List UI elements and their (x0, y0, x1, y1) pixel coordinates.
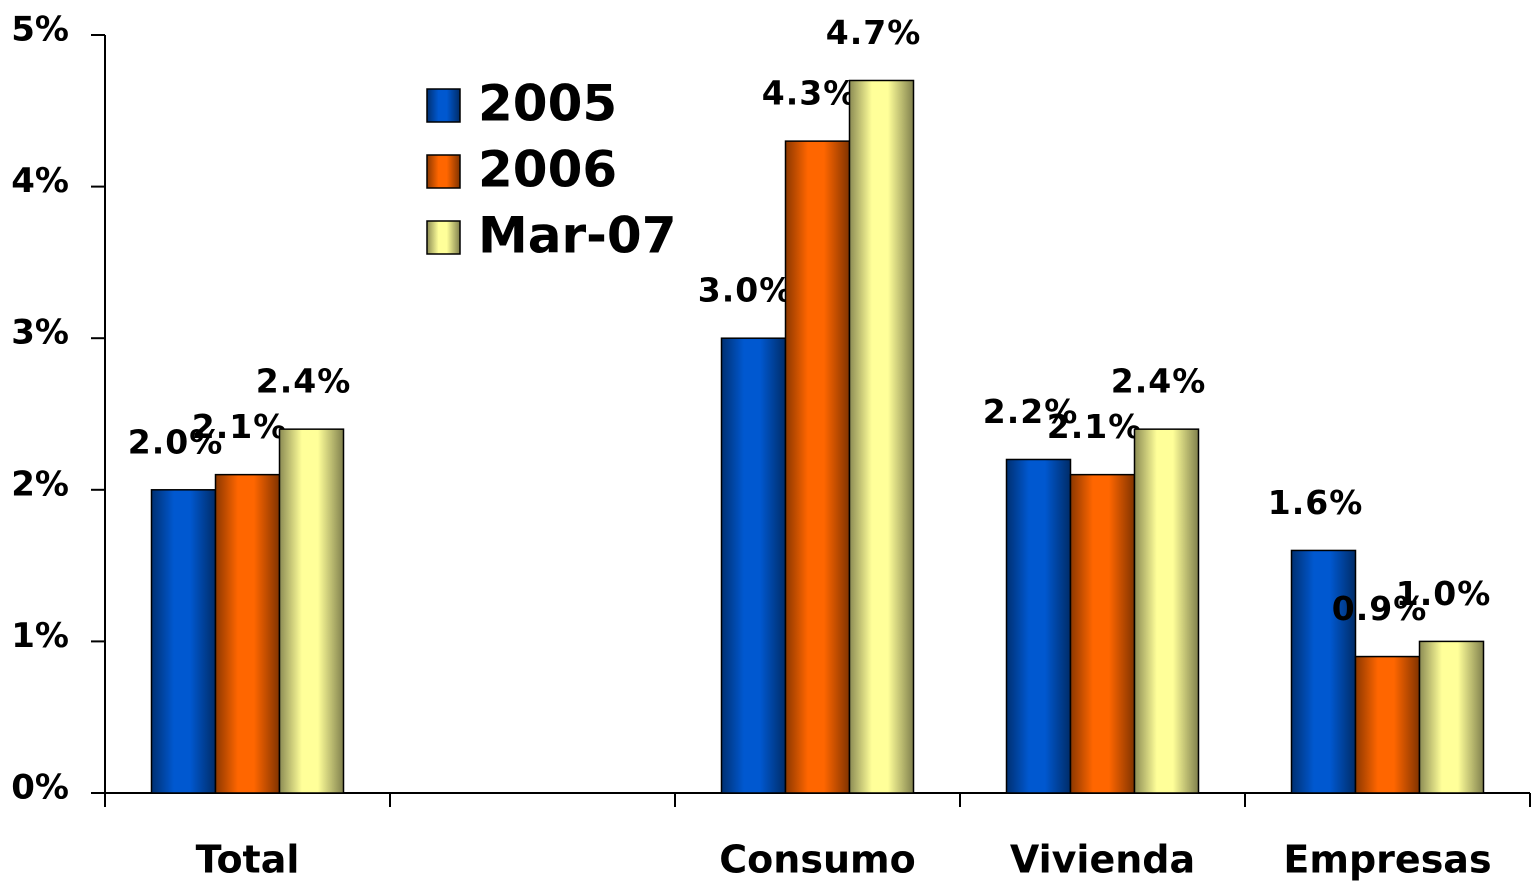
y-tick-label: 3% (11, 313, 69, 353)
x-tick-label: Consumo (719, 838, 915, 882)
legend-swatch (426, 220, 461, 255)
bar (1354, 655, 1421, 794)
y-tick-label: 0% (11, 768, 69, 808)
x-tick-label: Vivienda (1010, 838, 1195, 882)
bar (1133, 428, 1200, 794)
y-tick-label: 2% (11, 464, 69, 504)
bar (150, 489, 217, 794)
legend-swatch (426, 154, 461, 189)
bar (214, 473, 281, 794)
bar (720, 337, 787, 794)
y-tick-label: 1% (11, 616, 69, 656)
value-label: 3.0% (698, 271, 794, 310)
value-label: 0.9% (1332, 589, 1428, 628)
y-tick-label: 5% (11, 10, 69, 50)
value-label: 1.6% (1268, 483, 1364, 522)
value-label: 2.4% (256, 362, 352, 401)
x-tick-label: Empresas (1283, 838, 1491, 882)
bar (784, 140, 851, 794)
value-label: 2.0% (128, 422, 224, 461)
value-label: 4.3% (762, 74, 858, 113)
bar (1418, 640, 1485, 794)
value-label: 2.4% (1111, 362, 1207, 401)
x-tick-label: Total (196, 838, 300, 882)
legend-label: 2006 (478, 141, 617, 199)
legend-label: Mar-07 (478, 207, 677, 265)
bar (1069, 473, 1136, 794)
value-label: 2.1% (1047, 407, 1143, 446)
bar (1290, 549, 1357, 794)
bar (1005, 458, 1072, 794)
bar (848, 79, 915, 794)
bar (278, 428, 345, 794)
value-label: 2.1% (192, 407, 288, 446)
legend-swatch (426, 88, 461, 123)
value-label: 2.2% (983, 392, 1079, 431)
y-tick-label: 4% (11, 161, 69, 201)
value-label: 1.0% (1396, 574, 1492, 613)
value-label: 4.7% (826, 13, 922, 52)
legend-label: 2005 (478, 75, 617, 133)
